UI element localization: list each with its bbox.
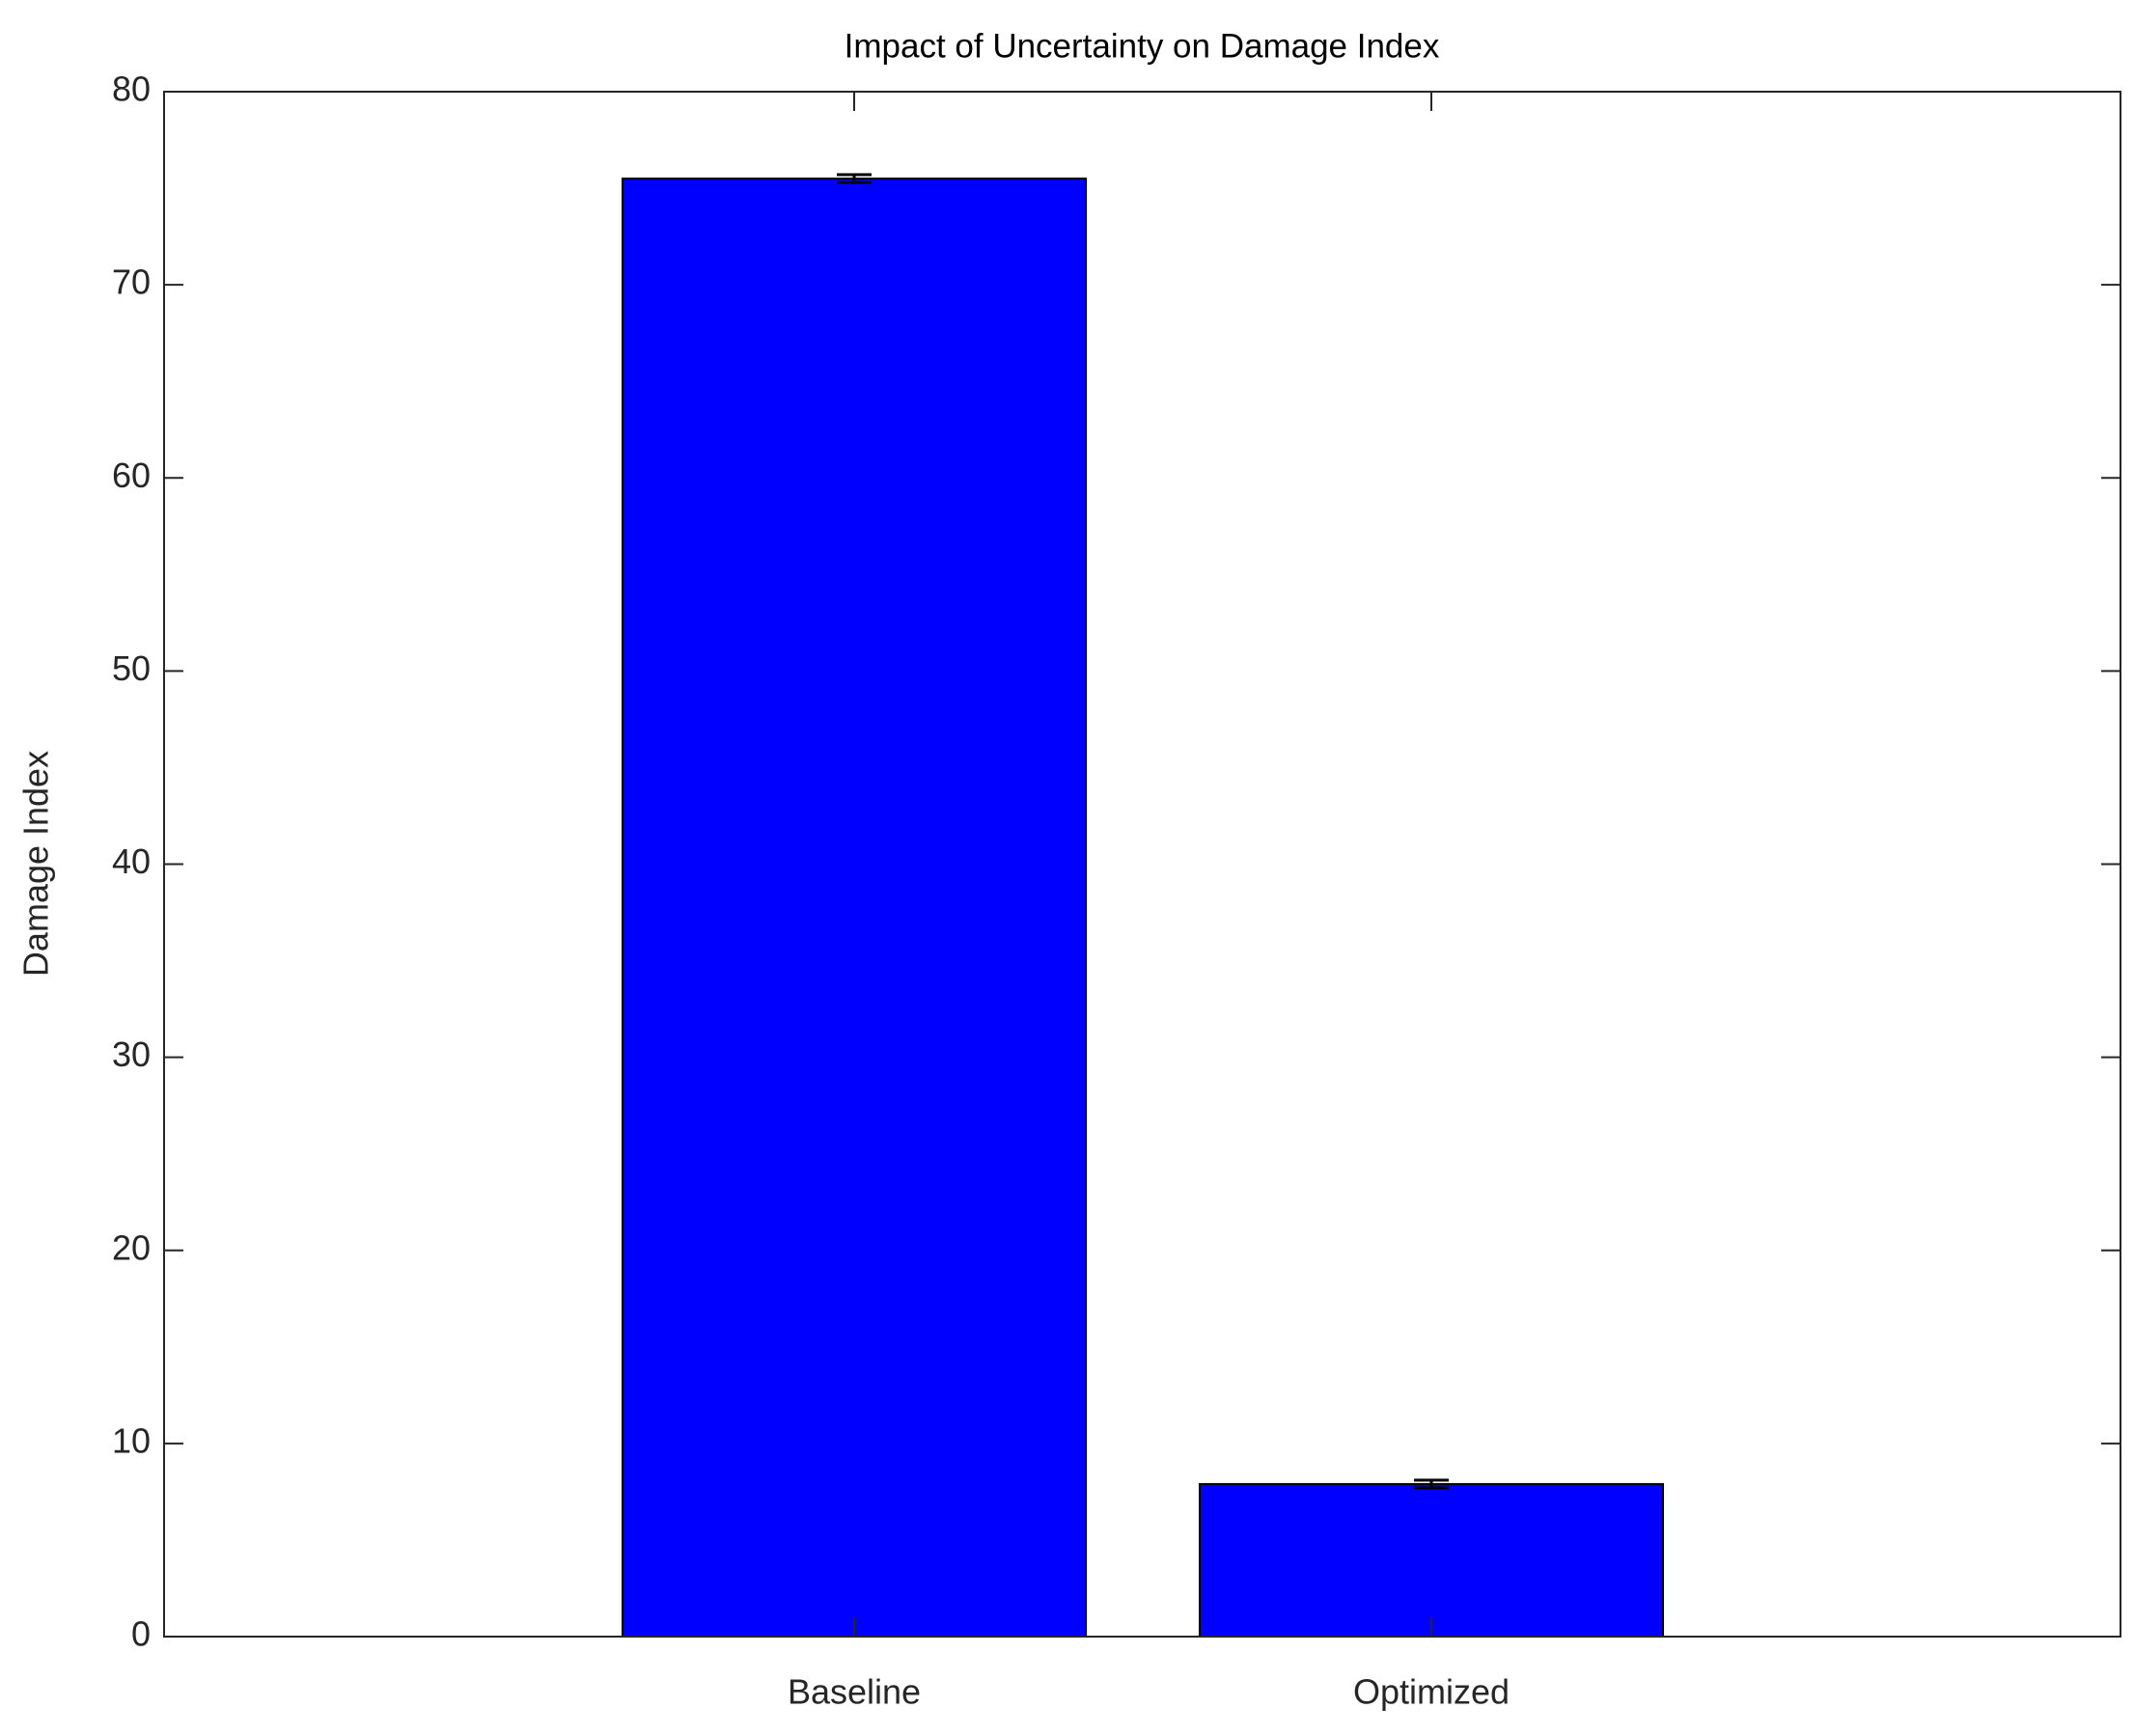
y-tick-label: 10	[112, 1420, 151, 1460]
axes-box	[163, 91, 2121, 1638]
y-tick-label: 40	[112, 841, 151, 881]
y-tick-label: 80	[112, 69, 151, 109]
y-tick-label: 70	[112, 262, 151, 302]
bar	[1199, 1482, 1664, 1638]
y-axis-label: Damage Index	[16, 751, 56, 977]
y-tick-label: 60	[112, 455, 151, 495]
y-tick-label: 30	[112, 1034, 151, 1074]
y-tick-label: 0	[131, 1614, 151, 1654]
x-tick-label: Baseline	[788, 1672, 921, 1712]
chart-title: Impact of Uncertainty on Damage Index	[845, 27, 1440, 65]
y-tick-label: 50	[112, 648, 151, 688]
y-tick-label: 20	[112, 1227, 151, 1267]
bar	[622, 178, 1087, 1638]
x-tick-label: Optimized	[1353, 1672, 1510, 1712]
